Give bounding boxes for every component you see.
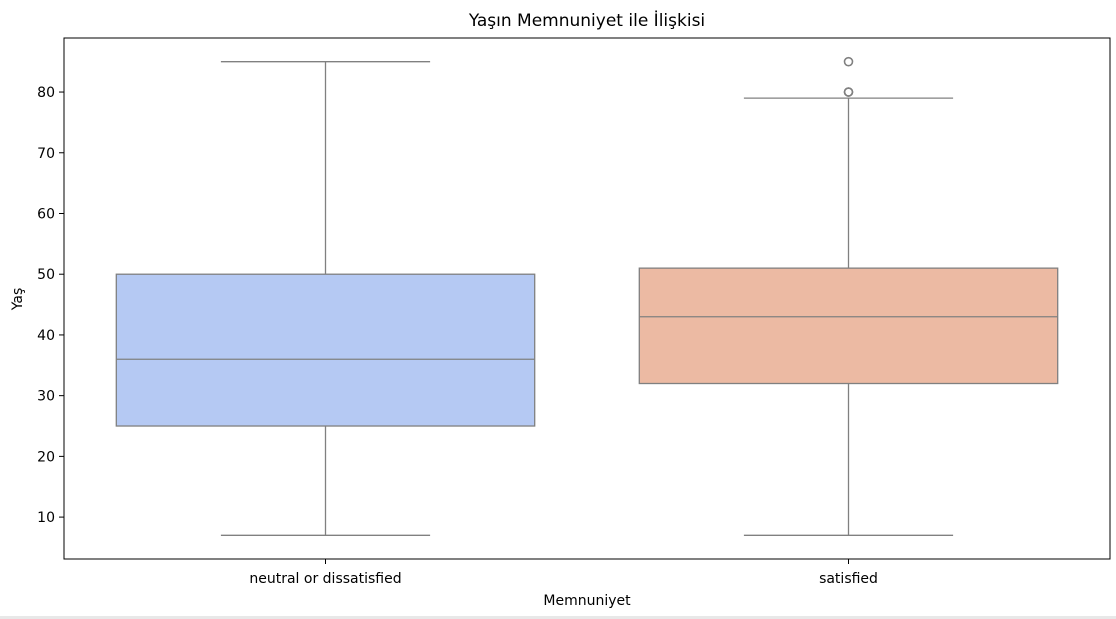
box-iqr (115, 273, 536, 427)
x-axis-label: Memnuniyet (543, 593, 631, 609)
y-tick-label: 20 (37, 449, 55, 465)
plot-area: neutral or dissatisfied satisfied 10 20 30 40… (37, 37, 1111, 587)
x-tick-label: neutral or dissatisfied (249, 571, 401, 587)
y-tick-label: 40 (37, 328, 55, 344)
y-tick-label: 80 (37, 85, 55, 101)
y-tick-label: 10 (37, 510, 55, 526)
x-tick-label: satisfied (819, 571, 878, 587)
y-tick-label: 50 (37, 267, 55, 283)
outlier-point (843, 87, 854, 97)
outlier-point (843, 56, 854, 67)
y-axis-label: Yaş (10, 288, 26, 312)
box-iqr (638, 267, 1059, 385)
plot-frame (63, 37, 1111, 560)
y-tick-label: 70 (37, 146, 55, 162)
y-tick-label: 30 (37, 389, 55, 405)
chart-title: Yaşın Memnuniyet ile İlişkisi (468, 10, 705, 31)
bottom-divider (0, 616, 1116, 619)
y-tick-label: 60 (37, 206, 55, 222)
